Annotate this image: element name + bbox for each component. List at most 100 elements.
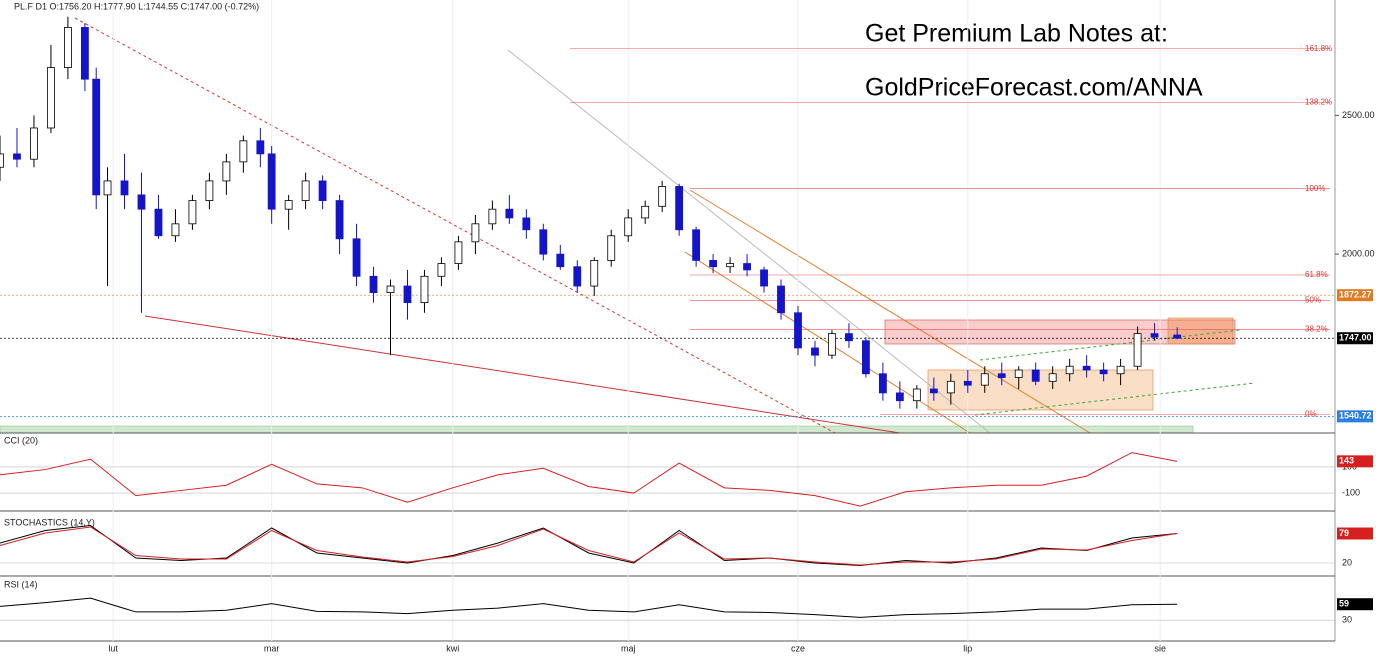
y-tick-label: 20 <box>1342 557 1352 567</box>
candle-body <box>80 27 89 80</box>
indicator-line <box>0 526 1178 566</box>
resistance-zone <box>884 319 1236 345</box>
candle-body <box>1150 333 1159 338</box>
candle-body <box>556 253 565 268</box>
price-tag <box>1337 455 1373 468</box>
candle-body <box>154 208 163 237</box>
candle-body <box>624 217 633 237</box>
fib-label: 100% <box>1305 184 1325 193</box>
price-tag <box>1337 598 1373 611</box>
candle-body <box>811 347 819 356</box>
candle-body <box>318 180 327 201</box>
candle-body <box>488 208 497 225</box>
candle-body <box>845 333 853 342</box>
candle-body <box>1082 365 1091 371</box>
fib-label: 138.2% <box>1305 98 1332 107</box>
candle-body <box>658 186 667 207</box>
y-tick-label: 30 <box>1342 615 1352 625</box>
resistance-zone <box>1167 317 1234 345</box>
candle-body <box>1048 373 1057 382</box>
candle-body <box>47 67 55 129</box>
candle-body <box>386 285 395 294</box>
candle-body <box>267 153 276 210</box>
candle-body <box>301 180 310 201</box>
candle-body <box>222 161 231 182</box>
candle-body <box>420 275 429 304</box>
support-zone <box>0 425 1194 434</box>
price-tag <box>1337 527 1373 540</box>
x-tick-label: maj <box>621 643 636 653</box>
channel-line <box>689 189 1091 434</box>
candle-body <box>590 259 599 287</box>
candle-body <box>539 229 548 255</box>
y-tick-label: -100 <box>1342 487 1360 497</box>
price-tag-label: 1747.00 <box>1339 333 1372 343</box>
y-tick-label: 2000.00 <box>1342 249 1375 259</box>
candle-body <box>30 127 38 160</box>
candle-body <box>980 373 989 386</box>
annotation: GoldPriceForecast.com/ANNA <box>865 74 1203 102</box>
candle-body <box>1031 369 1040 382</box>
candle-body <box>777 285 785 314</box>
panel-title: CCI (20) <box>4 435 38 445</box>
candle-body <box>403 285 412 304</box>
price-tag-label: 1540.72 <box>1339 411 1372 421</box>
panel-title: STOCHASTICS (14,Y) <box>4 517 95 527</box>
price-tag-label: 79 <box>1339 528 1349 538</box>
candle-body <box>862 340 870 375</box>
candle-body <box>895 392 904 402</box>
candle-body <box>709 259 718 268</box>
chart-title: PL.F D1 O:1756.20 H:1777.90 L:1744.55 C:… <box>14 1 259 11</box>
channel-line <box>979 329 1241 361</box>
candle-body <box>137 194 146 210</box>
candle-body <box>675 186 684 231</box>
fib-label: 38.2% <box>1305 325 1328 334</box>
fib-label: 161.8% <box>1305 44 1332 53</box>
candle-body <box>335 200 344 240</box>
fib-label: 50% <box>1305 295 1321 304</box>
candle-body <box>205 180 214 201</box>
candle-body <box>522 217 531 231</box>
candle-body <box>878 373 887 394</box>
y-tick-label: 2500.00 <box>1342 110 1375 120</box>
candle-body <box>188 200 197 225</box>
x-tick-label: kwi <box>446 643 459 653</box>
candle-body <box>0 153 4 168</box>
candle-body <box>607 235 616 261</box>
candle-body <box>13 153 21 160</box>
candle-body <box>92 78 101 196</box>
candle-body <box>692 229 701 261</box>
candle-body <box>239 140 248 163</box>
candle-body <box>454 241 463 264</box>
candle-body <box>103 180 112 196</box>
candle-body <box>284 200 293 210</box>
x-tick-label: mar <box>264 643 280 653</box>
x-tick-label: lip <box>963 643 972 653</box>
x-tick-label: lut <box>108 643 118 653</box>
candle-body <box>369 275 378 294</box>
price-tag <box>1337 410 1373 423</box>
price-tag <box>1337 332 1373 345</box>
candle-body <box>573 266 582 287</box>
channel-line <box>974 382 1256 416</box>
trend-line <box>74 17 836 434</box>
indicator-line <box>0 452 1178 507</box>
indicator-line <box>0 597 1178 618</box>
candle-body <box>828 333 836 356</box>
fib-label: 0% <box>1305 410 1317 419</box>
candle-body <box>505 208 514 219</box>
candle-body <box>1065 365 1074 375</box>
candle-body <box>641 205 650 219</box>
candle-body <box>471 223 480 243</box>
trend-line <box>507 49 991 434</box>
candle-body <box>963 380 972 386</box>
candle-body <box>760 269 768 287</box>
candle-body <box>997 373 1006 378</box>
price-tag-label: 1872.27 <box>1339 290 1372 300</box>
channel-line <box>684 251 971 434</box>
annotation: Get Premium Lab Notes at: <box>865 20 1168 48</box>
price-tag <box>1337 289 1373 302</box>
candle-body <box>256 140 265 155</box>
candle-body <box>1133 333 1142 367</box>
